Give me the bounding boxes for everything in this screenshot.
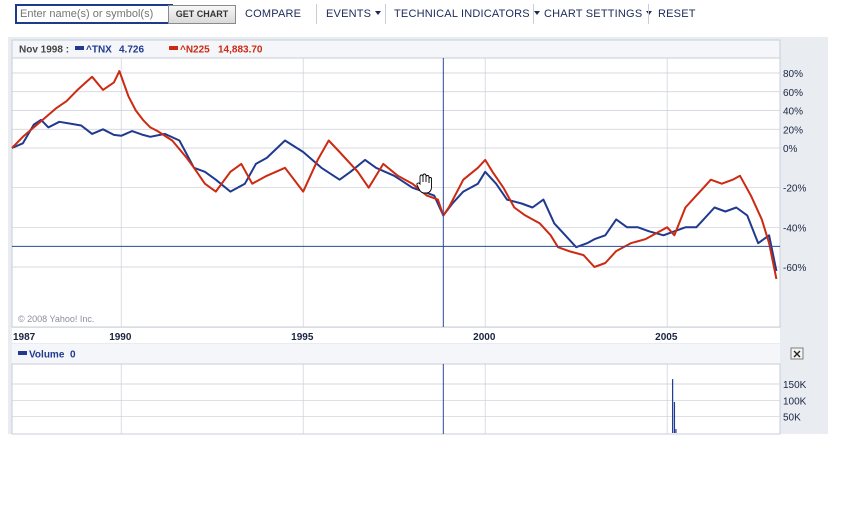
n225-legend-value: 14,883.70 xyxy=(218,45,263,56)
volume-gridlines xyxy=(11,364,780,434)
close-volume-button[interactable] xyxy=(790,347,804,360)
copyright-text: © 2008 Yahoo! Inc. xyxy=(18,314,94,324)
chart-settings-label: CHART SETTINGS xyxy=(544,8,643,20)
chart-settings-menu[interactable]: CHART SETTINGS xyxy=(544,8,653,20)
y-tick-label: -60% xyxy=(783,263,806,274)
x-tick-label: 1990 xyxy=(109,332,132,343)
main-plot-area xyxy=(12,40,780,327)
volume-swatch xyxy=(18,351,27,355)
volume-header xyxy=(12,344,780,364)
n225-legend-symbol: ^N225 xyxy=(180,45,210,56)
tnx-swatch xyxy=(75,46,84,50)
main-gridlines xyxy=(11,58,780,327)
symbol-search-input[interactable] xyxy=(15,4,173,24)
events-menu[interactable]: EVENTS xyxy=(326,8,382,20)
volume-tick-label: 100K xyxy=(783,396,807,407)
toolbar-divider xyxy=(385,4,386,24)
compare-link[interactable]: COMPARE xyxy=(245,8,302,20)
n225-swatch xyxy=(169,46,178,50)
get-chart-button[interactable]: GET CHART xyxy=(168,5,236,24)
reset-link[interactable]: RESET xyxy=(658,8,696,20)
tnx-legend-symbol: ^TNX xyxy=(86,45,112,56)
x-tick-label: 1987 xyxy=(13,332,36,343)
events-menu-label: EVENTS xyxy=(326,8,372,20)
y-tick-label: 80% xyxy=(783,69,803,80)
volume-tick-label: 150K xyxy=(783,380,807,391)
y-tick-label: -40% xyxy=(783,223,806,234)
technical-indicators-menu[interactable]: TECHNICAL INDICATORS xyxy=(394,8,540,20)
toolbar-divider xyxy=(533,4,534,24)
close-icon xyxy=(793,350,801,358)
volume-y-labels: 150K 100K 50K xyxy=(783,380,807,424)
x-tick-label: 2005 xyxy=(655,332,678,343)
x-tick-label: 1995 xyxy=(291,332,314,343)
toolbar-divider xyxy=(648,4,649,24)
chart-toolbar: GET CHART COMPARE EVENTS TECHNICAL INDIC… xyxy=(0,0,847,30)
volume-value: 0 xyxy=(70,350,76,361)
chevron-down-icon xyxy=(533,11,540,15)
x-axis-year-labels: 1987 1990 1995 2000 2005 xyxy=(13,332,678,343)
x-axis-strip xyxy=(12,328,780,343)
y-tick-label: 20% xyxy=(783,125,803,136)
y-tick-label: 40% xyxy=(783,107,803,118)
y-tick-label: 60% xyxy=(783,88,803,99)
volume-label: Volume xyxy=(29,350,65,361)
hand-cursor-icon xyxy=(416,173,432,194)
legend-bar xyxy=(12,40,780,58)
volume-tick-label: 50K xyxy=(783,413,801,424)
y-tick-label: 0% xyxy=(783,144,798,155)
toolbar-divider xyxy=(316,4,317,24)
tnx-legend-value: 4.726 xyxy=(119,45,144,56)
technical-indicators-label: TECHNICAL INDICATORS xyxy=(394,8,530,20)
x-tick-label: 2000 xyxy=(473,332,496,343)
chevron-down-icon xyxy=(646,11,653,15)
chevron-down-icon xyxy=(375,11,382,15)
volume-bars xyxy=(672,379,677,433)
legend-date: Nov 1998 : xyxy=(19,45,69,56)
y-axis-percent-labels: 80% 60% 40% 20% 0% -20% -40% -60% xyxy=(783,69,806,274)
volume-plot-area xyxy=(12,364,780,434)
y-tick-label: -20% xyxy=(783,184,806,195)
crosshair xyxy=(12,58,780,434)
